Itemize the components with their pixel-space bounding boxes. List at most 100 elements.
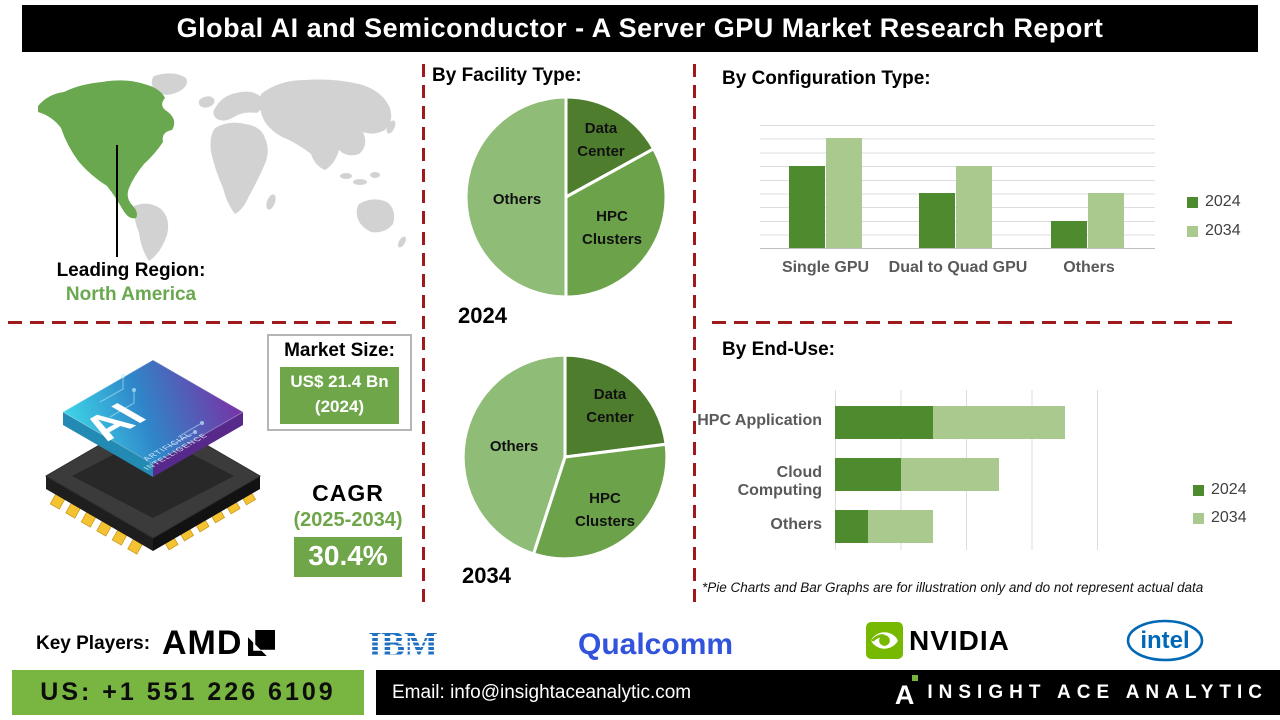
circuit-traces [99,378,201,448]
enduse-legend-2024: 2024 [1193,481,1247,499]
qualcomm-logo-text: Qualcomm [578,628,734,661]
leading-region-label: Leading Region: [56,260,206,281]
amd-logo: AMD [162,624,276,663]
pie-slice-hpc-clusters [531,442,669,561]
hbar-cloud-computing [835,458,999,491]
leading-region-block: Leading Region: North America [36,259,226,307]
bar-dual-quad-2034 [956,165,992,248]
world-map [38,73,406,261]
ibm-logo-text: IBM [368,624,438,664]
page-title: Global AI and Semiconductor - A Server G… [176,13,1104,43]
bar-group-dual-to-quad-gpu [919,165,992,248]
bar-others-2034 [1088,193,1124,248]
pie-slice-hpc-clusters [564,146,668,299]
map-land-shapes [133,73,406,261]
enduse-legend-label-2034: 2034 [1211,509,1247,526]
nvidia-logo-text: NVIDIA [909,624,1010,656]
pie-slice-data-center [564,95,656,200]
hbar-cloud-2034 [900,458,999,491]
pie-chart-2034 [461,353,669,561]
pie-2034-year-label: 2034 [462,563,511,588]
hbar-others-2024 [835,510,868,543]
legend-swatch-2024 [1187,196,1198,208]
config-legend-2024: 2024 [1187,193,1241,211]
region-pointer-line [116,145,118,257]
email-address: Email: info@insightaceanalytic.com [392,681,692,703]
bar-group-others [1051,193,1124,248]
report-title-bar: Global AI and Semiconductor - A Server G… [22,5,1258,52]
configuration-bar-chart [760,125,1155,249]
divider-left-horizontal [8,321,400,324]
bar-group-single-gpu [789,138,862,248]
amd-arrow-icon [248,630,276,656]
divider-right-horizontal [712,321,1240,324]
bar-dual-quad-2024 [919,193,955,248]
market-size-value: US$ 21.4 Bn [290,372,389,391]
intel-logo: intel [1126,618,1204,668]
divider-vertical-right [693,64,696,602]
brand-name: INSIGHT ACE ANALYTIC [927,681,1268,703]
circuit-dots [121,374,204,434]
hbar-hpc-2034 [933,406,1065,439]
enduse-legend-swatch-2024 [1193,484,1204,496]
divider-vertical-left [422,64,425,602]
ibm-logo: IBM [368,623,438,665]
disclaimer-note: *Pie Charts and Bar Graphs are for illus… [702,580,1204,595]
leading-region-value: North America [65,283,197,305]
pie-2024-label-others: Others [492,191,542,208]
pie-slice-others [461,353,567,556]
nvidia-logo: NVIDIA [866,622,1010,659]
enduse-legend-label-2024: 2024 [1211,481,1247,498]
intel-logo-text: intel [1140,627,1189,654]
insight-ace-logo-icon: A [895,675,919,709]
hbar-hpc-2024 [835,406,934,439]
bar-single-gpu-2034 [826,138,862,248]
cagr-block: CAGR (2025-2034) 30.4% [278,480,418,577]
phone-number: US: +1 551 226 6109 [40,678,336,706]
enduse-category-others: Others [770,516,822,533]
pie-slice-data-center [563,353,668,459]
intel-oval-icon: intel [1126,619,1204,662]
nvidia-eye-icon [866,622,903,659]
config-legend-2034: 2034 [1187,222,1241,240]
hbar-hpc-application [835,406,1065,439]
pie-2024-label-data-center: Data Center [577,120,625,160]
hbar-cloud-2024 [835,458,901,491]
email-bar: Email: info@insightaceanalytic.com A INS… [376,670,1280,715]
brand-green-dot [912,675,919,681]
market-size-label: Market Size: [284,340,395,361]
pie-2034-label-data-center: Data Center [586,386,634,426]
configuration-type-heading: By Configuration Type: [722,68,931,89]
region-north-america-highlight [38,80,175,219]
market-size-box: Market Size: US$ 21.4 Bn (2024) [267,334,412,431]
enduse-legend-2034: 2034 [1193,509,1247,527]
sparkle-icon [44,416,68,440]
legend-label-2024: 2024 [1205,193,1241,210]
phone-bar: US: +1 551 226 6109 [12,670,364,715]
end-use-heading: By End-Use: [722,339,835,360]
hbar-others-2034 [867,510,934,543]
enduse-category-cloud-computing: Cloud Computing [737,464,822,499]
pie-2034-label-others: Others [489,438,539,455]
config-category-single-gpu: Single GPU [781,259,870,276]
ai-chip-illustration: AI ARTIFICIAL INTELLIGENCE [44,359,261,555]
cagr-value-badge: 30.4% [294,537,402,577]
enduse-category-hpc-application: HPC Application [697,412,822,429]
amd-logo-text: AMD [162,624,243,662]
config-category-others: Others [1063,259,1115,276]
key-players-label: Key Players: [36,633,151,654]
cagr-label: CAGR [312,480,384,506]
pie-chart-2024 [464,95,668,299]
pie-2034-label-hpc-clusters: HPC Clusters [574,490,636,530]
pie-2024-year-label: 2024 [458,303,507,328]
legend-label-2034: 2034 [1205,222,1241,239]
qualcomm-logo: Qualcomm [578,628,733,662]
brand-block: A INSIGHT ACE ANALYTIC [895,670,1268,715]
end-use-bar-chart [835,390,1098,550]
market-size-year: (2024) [314,396,365,416]
bar-single-gpu-2024 [789,165,825,248]
cagr-period: (2025-2034) [293,509,403,531]
facility-type-heading: By Facility Type: [432,65,582,86]
legend-swatch-2034 [1187,225,1198,237]
